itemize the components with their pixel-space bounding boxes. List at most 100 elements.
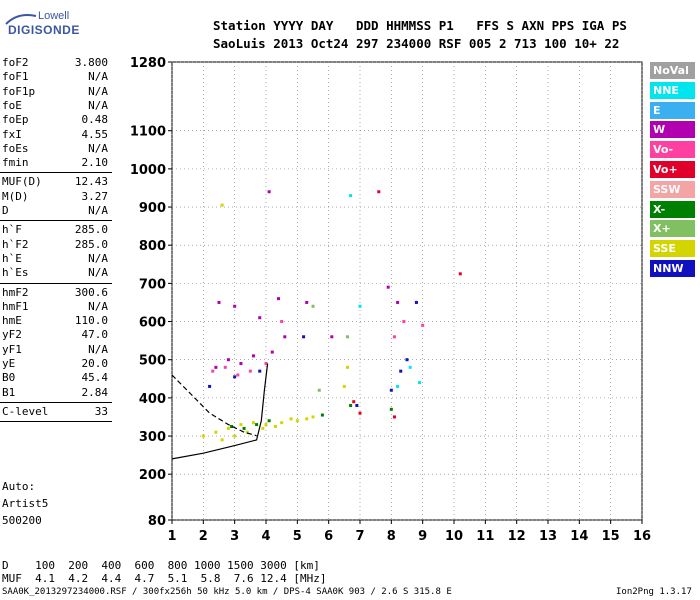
param-value: 2.10 bbox=[81, 156, 109, 170]
x-tick-label: 5 bbox=[293, 529, 302, 544]
data-point bbox=[414, 300, 418, 304]
x-tick-label: 11 bbox=[476, 529, 494, 544]
param-row: hmF1 N/A bbox=[2, 300, 108, 314]
data-point bbox=[402, 320, 406, 324]
data-point bbox=[226, 426, 230, 430]
logo-swoosh-icon bbox=[5, 14, 37, 25]
muf-distance-row: D 100 200 400 600 800 1000 1500 3000 [km… bbox=[2, 559, 320, 572]
data-point bbox=[345, 335, 349, 339]
param-value: 20.0 bbox=[81, 357, 109, 370]
param-value: 300.6 bbox=[74, 285, 108, 299]
legend-item: Vo+ bbox=[650, 161, 695, 178]
data-point bbox=[208, 384, 212, 388]
param-row: yF2 47.0 bbox=[2, 328, 108, 342]
x-tick-label: 7 bbox=[355, 529, 364, 544]
data-point bbox=[311, 415, 315, 419]
y-tick-label: 300 bbox=[139, 430, 166, 445]
x-tick-label: 1 bbox=[167, 529, 176, 544]
param-value: 0.48 bbox=[81, 113, 109, 127]
param-value: 45.4 bbox=[81, 371, 109, 385]
param-row: foF2 3.800 bbox=[2, 56, 108, 70]
param-row: foEs N/A bbox=[2, 142, 108, 156]
data-point bbox=[264, 362, 268, 366]
data-point bbox=[320, 413, 324, 417]
param-name: B1 bbox=[2, 385, 16, 399]
data-point bbox=[358, 411, 362, 415]
param-value: N/A bbox=[88, 98, 108, 112]
param-name: yF2 bbox=[2, 328, 22, 342]
data-point bbox=[233, 375, 237, 379]
data-point bbox=[245, 430, 249, 434]
y-tick-label: 800 bbox=[139, 239, 166, 254]
data-point bbox=[358, 304, 362, 308]
data-point bbox=[214, 365, 218, 369]
data-point bbox=[239, 362, 243, 366]
param-row: h`Es N/A bbox=[2, 266, 108, 280]
param-name: hmE bbox=[2, 314, 22, 328]
param-value: 110.0 bbox=[74, 314, 108, 328]
muf-frequency-row: MUF 4.1 4.2 4.4 4.7 5.1 5.8 7.6 12.4 [MH… bbox=[2, 572, 327, 585]
y-tick-label: 1100 bbox=[130, 125, 166, 140]
param-row: MUF(D) 12.43 bbox=[2, 175, 108, 189]
param-name: yF1 bbox=[2, 342, 22, 356]
param-name: C-level bbox=[2, 404, 49, 418]
param-name: MUF(D) bbox=[2, 175, 42, 189]
header-row1: Station YYYY DAY DDD HHMMSS P1 FFS S AXN… bbox=[213, 18, 627, 33]
param-value: 47.0 bbox=[81, 328, 109, 342]
x-tick-label: 13 bbox=[539, 529, 557, 544]
data-point bbox=[396, 384, 400, 388]
data-point bbox=[302, 335, 306, 339]
y-tick-label: 700 bbox=[139, 277, 166, 292]
data-point bbox=[201, 434, 205, 438]
data-point bbox=[405, 358, 409, 362]
data-point bbox=[349, 404, 353, 407]
legend-item: SSE bbox=[650, 240, 695, 258]
data-point bbox=[211, 369, 215, 373]
legend-item: X+ bbox=[650, 220, 695, 238]
param-row: foF1 N/A bbox=[2, 70, 108, 84]
param-row: h`F 285.0 bbox=[2, 223, 108, 237]
param-value: 3.800 bbox=[74, 56, 108, 69]
data-point bbox=[352, 400, 356, 404]
data-point bbox=[270, 350, 274, 354]
y-tick-label: 80 bbox=[148, 514, 166, 529]
data-point bbox=[217, 300, 221, 304]
x-tick-label: 14 bbox=[570, 529, 588, 544]
param-value: 4.55 bbox=[81, 127, 109, 141]
data-point bbox=[258, 369, 262, 373]
legend-item: NoVal bbox=[650, 62, 695, 79]
param-value: 12.43 bbox=[74, 175, 108, 189]
param-name: h`F2 bbox=[2, 237, 29, 251]
data-point bbox=[305, 300, 309, 304]
param-row: yF1 N/A bbox=[2, 343, 108, 357]
y-tick-label: 200 bbox=[139, 468, 166, 483]
legend-item: W bbox=[650, 121, 695, 139]
param-name: fmin bbox=[2, 156, 29, 170]
footer-version: Ion2Png 1.3.17 bbox=[616, 587, 692, 597]
param-separator bbox=[0, 282, 112, 284]
data-point bbox=[248, 369, 252, 373]
legend-item: E bbox=[650, 101, 695, 119]
param-name: hmF1 bbox=[2, 299, 29, 313]
data-point bbox=[267, 190, 271, 194]
footer-file-info: SAA0K_2013297234000.RSF / 300fx256h 50 k… bbox=[2, 587, 452, 597]
param-name: foEs bbox=[2, 141, 29, 155]
param-separator bbox=[0, 220, 112, 222]
data-point bbox=[280, 320, 284, 324]
data-point bbox=[342, 384, 346, 388]
x-tick-label: 4 bbox=[261, 529, 270, 544]
data-point bbox=[220, 438, 224, 442]
param-value: 285.0 bbox=[74, 237, 108, 251]
data-point bbox=[377, 190, 381, 194]
legend-item: NNW bbox=[650, 260, 695, 277]
param-name: yE bbox=[2, 357, 16, 370]
data-point bbox=[214, 430, 218, 434]
data-point bbox=[273, 424, 277, 428]
data-point bbox=[233, 304, 237, 308]
param-name: foF1p bbox=[2, 84, 36, 98]
y-tick-label: 900 bbox=[139, 201, 166, 216]
data-point bbox=[345, 365, 349, 369]
legend-item: X- bbox=[650, 200, 695, 218]
data-point bbox=[289, 417, 293, 421]
param-name: B0 bbox=[2, 371, 16, 385]
